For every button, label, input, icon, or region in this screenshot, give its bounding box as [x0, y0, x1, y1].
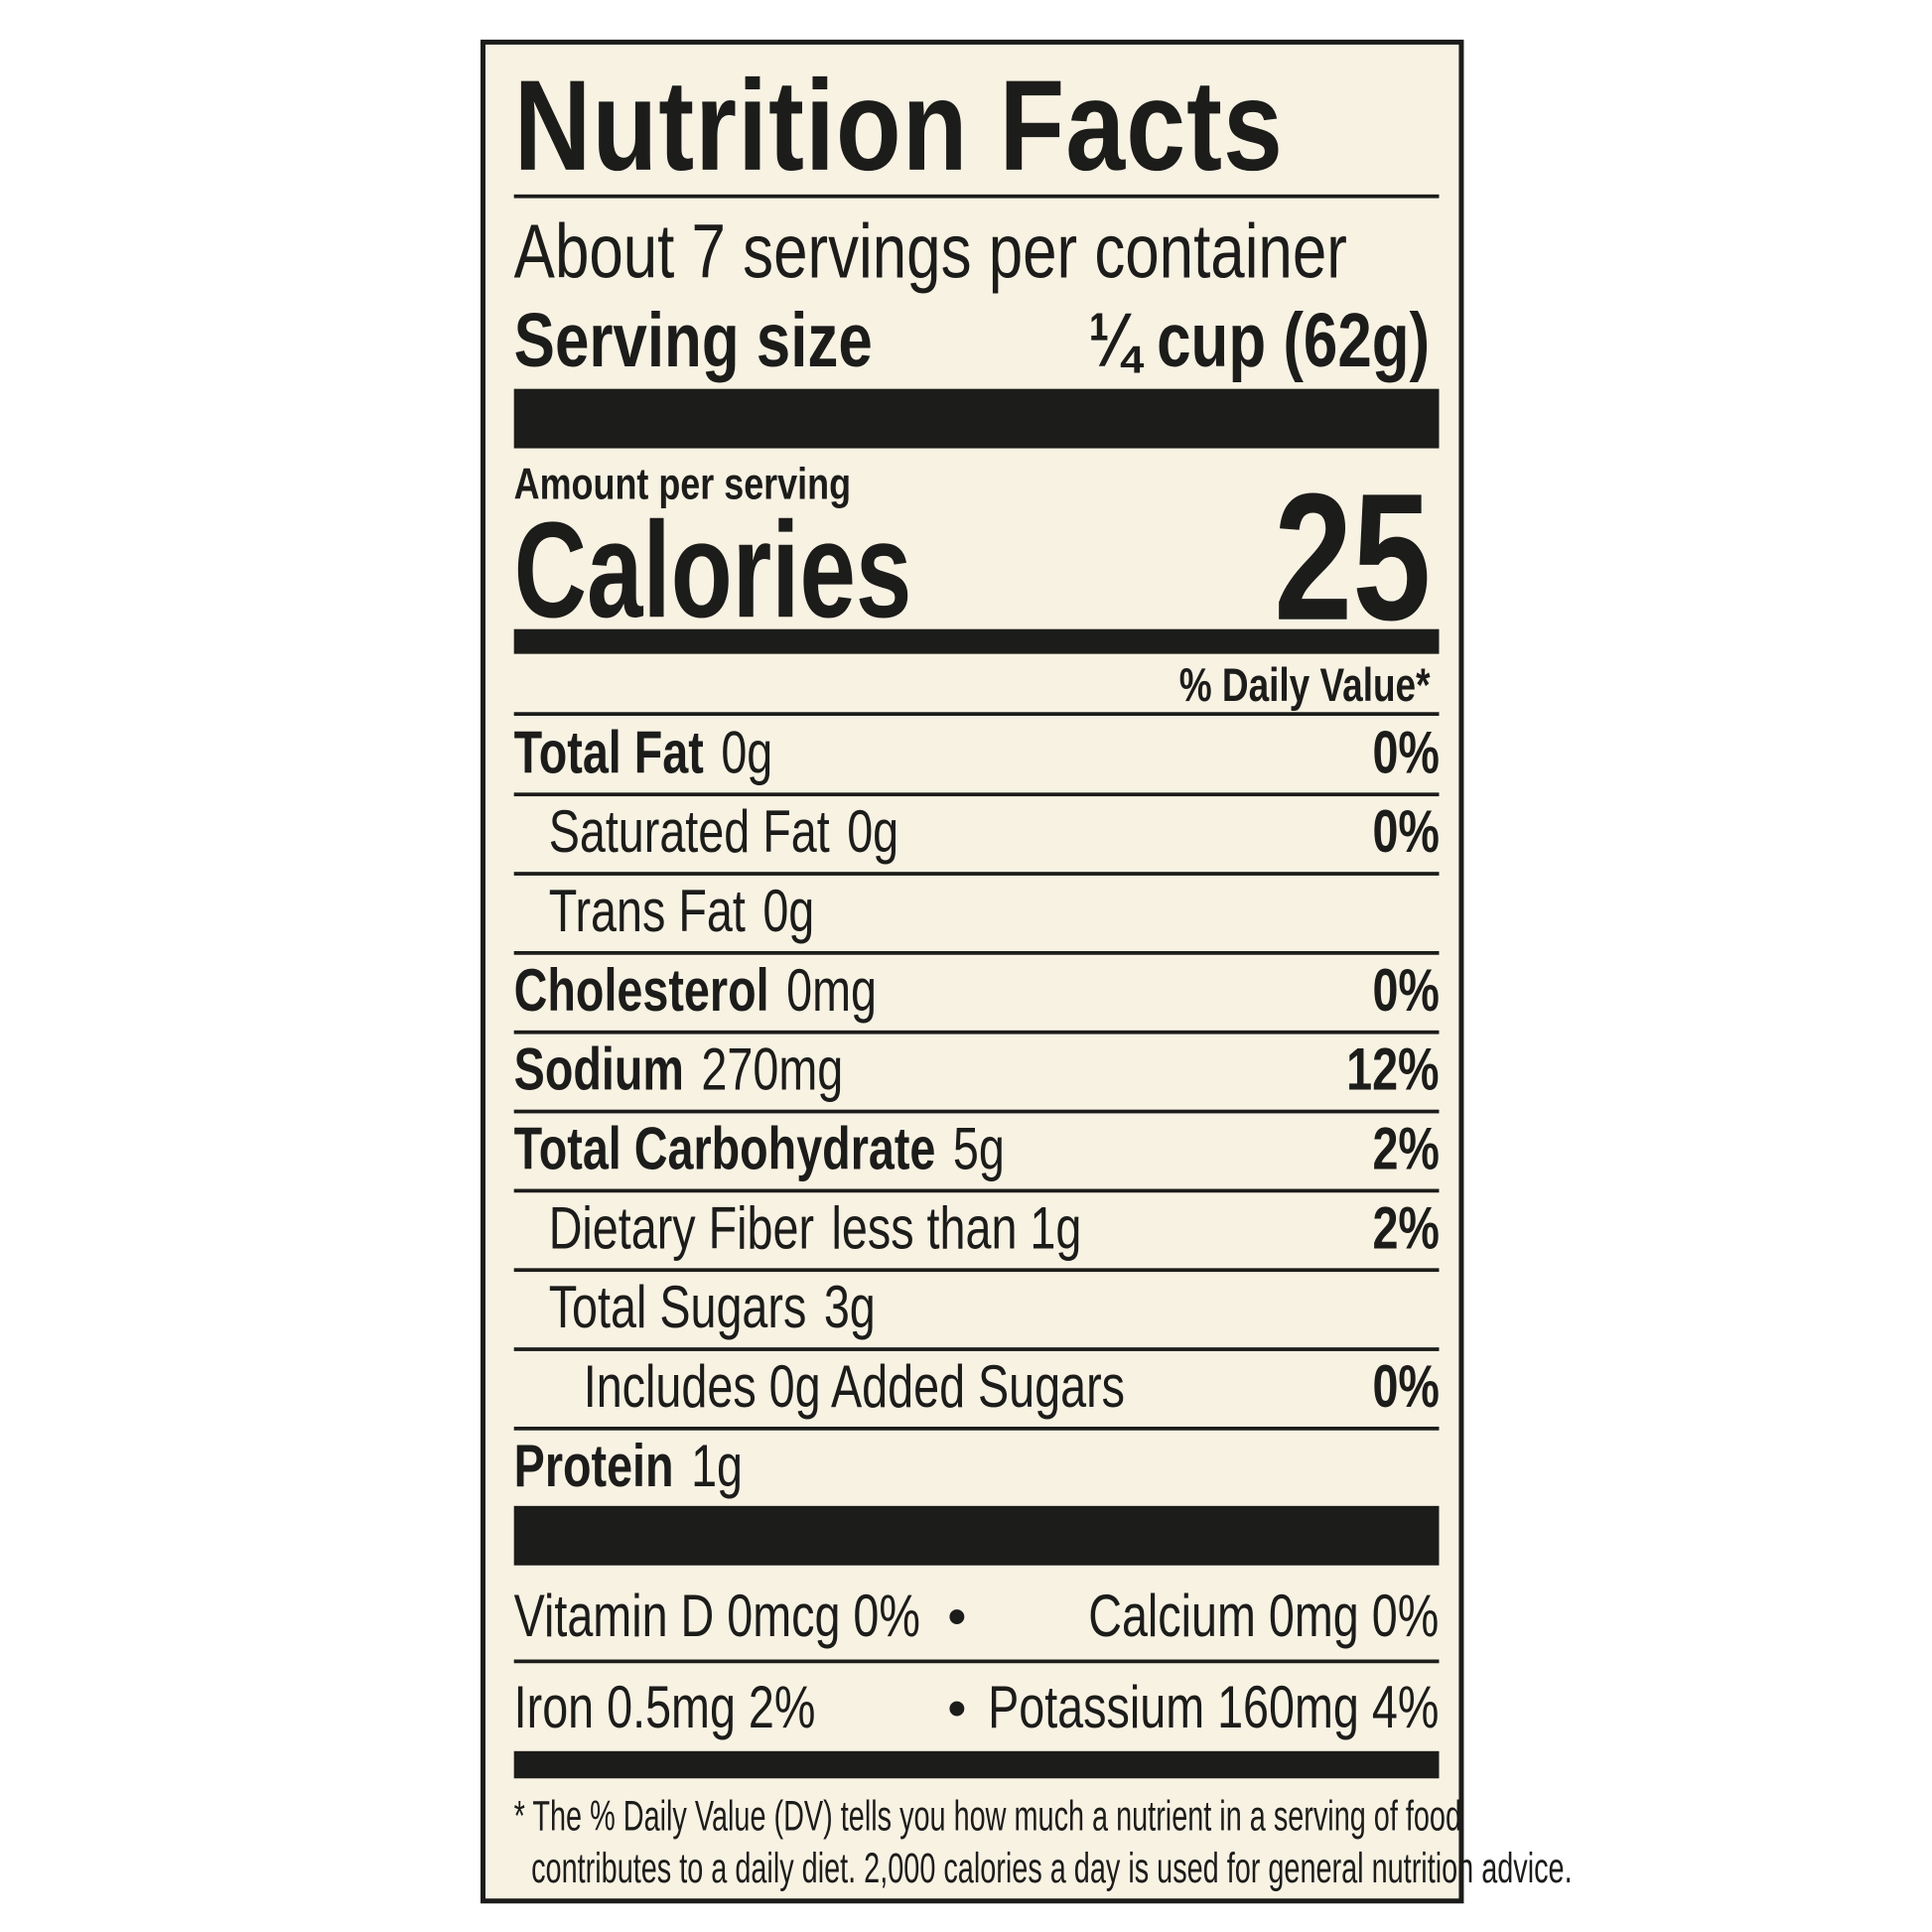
divider	[513, 1109, 1440, 1114]
nutrient-daily-value: 12%	[1345, 1037, 1440, 1104]
calories-label: Calories	[513, 493, 912, 647]
nutrient-name: Dietary Fiber	[548, 1195, 815, 1263]
medium-bar	[513, 1750, 1440, 1779]
nutrient-label: Sodium 270mg	[514, 1033, 844, 1109]
nutrient-row: Saturated Fat 0g 0%	[514, 795, 1440, 872]
divider	[513, 1427, 1440, 1431]
nutrient-name: Total Carbohydrate	[513, 1117, 936, 1183]
divider	[513, 951, 1440, 955]
nutrient-amount: 0g	[847, 799, 899, 866]
nutrient-amount: 5g	[952, 1117, 1005, 1183]
nutrient-name: Total Sugars	[548, 1275, 807, 1341]
divider	[513, 1659, 1440, 1664]
amount-per-serving: Amount per serving	[513, 458, 852, 509]
nutrient-name: Total Fat	[513, 720, 704, 787]
nutrient-name: Cholesterol	[513, 958, 769, 1025]
divider	[513, 1347, 1440, 1351]
nutrient-label: Protein 1g	[514, 1429, 743, 1505]
bullet: •	[947, 1678, 967, 1739]
serving-size-value: ¼ cup (62g)	[1088, 298, 1431, 384]
nutrient-label: Trans Fat 0g	[514, 875, 815, 951]
nutrient-row: Total Sugars 3g	[514, 1271, 1440, 1347]
nutrient-row: Total Carbohydrate 5g 2%	[514, 1112, 1440, 1188]
servings-per-container: About 7 servings per container	[513, 208, 1347, 295]
divider	[513, 194, 1440, 199]
thick-bar	[513, 388, 1440, 449]
bullet: •	[947, 1586, 967, 1648]
nutrient-daily-value: 2%	[1371, 1117, 1440, 1183]
nutrient-label: Cholesterol 0mg	[514, 953, 877, 1030]
calcium: Calcium 0mg 0%	[1088, 1584, 1440, 1650]
footnote-line-1: * The % Daily Value (DV) tells you how m…	[513, 1793, 1461, 1841]
nutrient-daily-value: 2%	[1371, 1195, 1440, 1263]
nutrient-row: Total Fat 0g 0%	[514, 716, 1440, 792]
nutrient-daily-value: 0%	[1371, 958, 1440, 1025]
nutrient-name: Trans Fat	[548, 879, 746, 945]
divider	[513, 1030, 1440, 1035]
serving-size-label: Serving size	[513, 298, 873, 384]
nutrient-amount: 3g	[823, 1275, 876, 1341]
nutrient-label: Saturated Fat 0g	[514, 795, 898, 872]
label-title: Nutrition Facts	[513, 54, 1284, 199]
vitamin-row-1: Vitamin D 0mcg 0% • Calcium 0mg 0%	[514, 1576, 1440, 1660]
calories-value: 25	[1273, 456, 1431, 658]
footnote-line-2: contributes to a daily diet. 2,000 calor…	[531, 1845, 1573, 1893]
divider	[513, 792, 1440, 797]
vitamin-row-2: Iron 0.5mg 2% • Potassium 160mg 4%	[514, 1667, 1440, 1751]
potassium: Potassium 160mg 4%	[988, 1675, 1440, 1741]
nutrient-label: Includes 0g Added Sugars	[514, 1350, 1143, 1427]
nutrient-daily-value: 0%	[1371, 1354, 1440, 1421]
nutrient-label: Total Carbohydrate 5g	[514, 1112, 1005, 1188]
nutrient-label: Dietary Fiber less than 1g	[514, 1191, 1082, 1268]
nutrient-name: Saturated Fat	[548, 799, 830, 866]
nutrient-amount: 0g	[721, 720, 773, 787]
nutrient-name: Sodium	[513, 1037, 684, 1104]
iron: Iron 0.5mg 2%	[513, 1675, 816, 1741]
nutrient-daily-value: 0%	[1371, 799, 1440, 866]
nutrient-row: Includes 0g Added Sugars 0%	[514, 1350, 1440, 1427]
divider	[513, 872, 1440, 876]
nutrient-row: Protein 1g	[514, 1429, 1440, 1505]
nutrient-amount: 0mg	[786, 958, 877, 1025]
nutrient-row: Cholesterol 0mg 0%	[514, 953, 1440, 1030]
nutrient-label: Total Fat 0g	[514, 716, 773, 792]
nutrient-row: Dietary Fiber less than 1g 2%	[514, 1191, 1440, 1268]
divider	[513, 712, 1440, 716]
nutrient-daily-value: 0%	[1371, 720, 1440, 787]
divider	[513, 1268, 1440, 1273]
nutrient-label: Total Sugars 3g	[514, 1271, 876, 1347]
nutrition-facts-label: Nutrition Facts About 7 servings per con…	[480, 39, 1573, 1904]
nutrient-row: Trans Fat 0g	[514, 875, 1440, 951]
daily-value-header: % Daily Value*	[1178, 659, 1431, 713]
nutrient-amount: 270mg	[701, 1037, 844, 1104]
vitamin-d: Vitamin D 0mcg 0%	[513, 1584, 920, 1650]
nutrient-row: Sodium 270mg 12%	[514, 1033, 1440, 1109]
thick-bar	[513, 1505, 1440, 1566]
nutrient-amount: 1g	[691, 1434, 744, 1500]
medium-bar	[513, 628, 1440, 654]
nutrient-name: Protein	[513, 1434, 674, 1500]
nutrient-name: Includes 0g Added Sugars	[583, 1354, 1125, 1421]
divider	[513, 1188, 1440, 1193]
nutrient-amount: less than 1g	[831, 1195, 1082, 1263]
nutrient-amount: 0g	[762, 879, 815, 945]
